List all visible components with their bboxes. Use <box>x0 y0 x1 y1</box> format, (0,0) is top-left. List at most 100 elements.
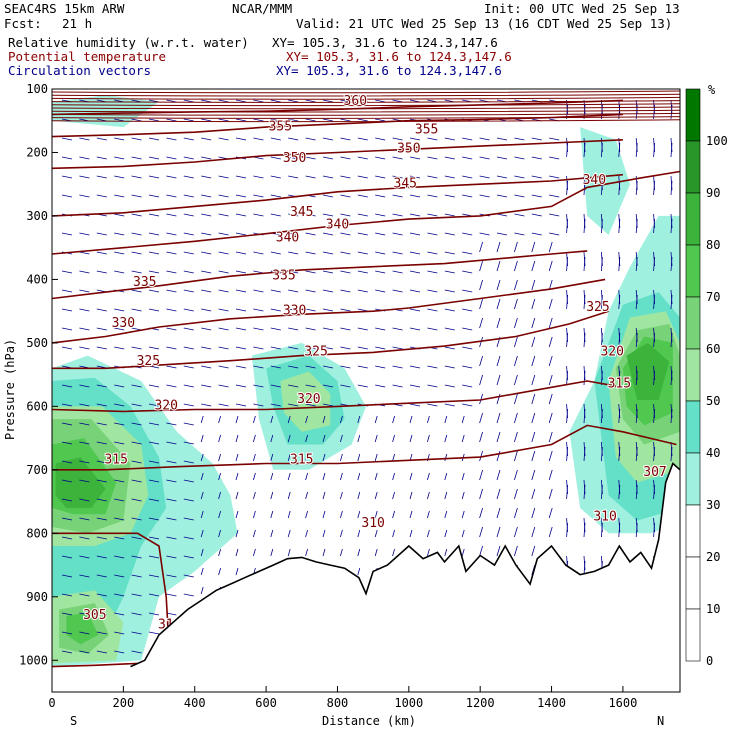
vector-arrow <box>305 434 308 443</box>
vector-arrow <box>253 175 264 179</box>
vector-arrow <box>375 346 386 350</box>
vector-arrow <box>131 631 142 635</box>
vector-arrow <box>322 308 334 312</box>
vector-arrow <box>96 441 107 445</box>
vector-arrow <box>409 365 421 369</box>
vector-arrow <box>322 434 326 443</box>
vector-arrow <box>201 232 212 236</box>
vector-arrow <box>479 336 483 348</box>
isentrope-350 <box>51 139 623 170</box>
vector-arrow <box>79 327 90 331</box>
vector-arrow <box>462 251 473 255</box>
vector-arrow <box>79 555 90 559</box>
vector-arrow <box>514 317 518 329</box>
isentrope-label: 325 <box>137 354 160 369</box>
vector-arrow <box>114 384 125 388</box>
vector-arrow <box>288 289 299 293</box>
vector-arrow <box>96 650 107 654</box>
vector-arrow <box>444 510 448 519</box>
vector-arrow <box>340 289 351 293</box>
vector-arrow <box>114 536 125 540</box>
colorbar-unit: % <box>708 83 716 97</box>
vector-arrow <box>566 370 568 386</box>
vector-arrow <box>61 460 73 464</box>
vector-arrow <box>96 194 107 198</box>
axes: 100 200 300 400 500 600 700 800 900 1000 0 200 400 60… <box>19 82 637 710</box>
field-xy-theta: XY= 105.3, 31.6 to 124.3,147.6 <box>286 49 512 64</box>
vector-arrow <box>392 510 395 519</box>
vector-arrow <box>131 213 142 217</box>
vector-arrow <box>653 294 655 310</box>
vector-arrow <box>566 218 568 234</box>
vector-arrow <box>166 194 177 198</box>
vector-arrow <box>670 256 673 272</box>
vector-arrow <box>114 327 125 331</box>
vector-arrow <box>409 251 421 255</box>
vector-arrow <box>322 529 326 538</box>
vector-arrow <box>548 355 553 367</box>
vector-arrow <box>375 194 386 198</box>
vector-arrow <box>61 270 73 274</box>
isentrope-upper <box>51 100 681 103</box>
vector-arrow <box>270 327 281 331</box>
vector-arrow <box>340 510 343 519</box>
vector-arrow <box>357 270 368 274</box>
x-tick-label: 800 <box>327 696 349 710</box>
vector-arrow <box>166 384 177 388</box>
vector-arrow <box>131 422 142 426</box>
vector-arrow <box>583 332 586 348</box>
vector-arrow <box>427 194 438 198</box>
vector-arrow <box>479 232 490 236</box>
vector-arrow <box>409 175 421 179</box>
vector-arrow <box>131 441 142 445</box>
vector-arrow <box>409 99 421 103</box>
vector-arrow <box>444 251 455 255</box>
y-tick-label: 400 <box>26 272 48 286</box>
vector-arrow <box>61 289 73 293</box>
x-tick-label: 400 <box>184 696 206 710</box>
vector-arrow <box>322 403 334 407</box>
vector-arrow <box>235 251 247 255</box>
vector-arrow <box>305 99 316 103</box>
vector-arrow <box>496 374 501 386</box>
vector-arrow <box>96 422 107 426</box>
vector-arrow <box>340 529 343 538</box>
vector-arrow <box>392 156 403 160</box>
isentrope-label: 310 <box>593 510 616 525</box>
vector-arrow <box>444 137 455 141</box>
vector-arrow <box>114 517 125 521</box>
vector-arrow <box>479 260 483 272</box>
vector-arrow <box>96 612 107 616</box>
vector-arrow <box>601 218 603 234</box>
colorbar-swatch <box>685 244 701 298</box>
vector-arrow <box>462 270 473 274</box>
vector-arrow <box>514 260 518 272</box>
vector-arrow <box>114 403 125 407</box>
vector-arrow <box>148 251 160 255</box>
y-tick-label: 500 <box>26 336 48 350</box>
vector-arrow <box>218 384 229 388</box>
vector-arrow <box>340 453 343 462</box>
vector-arrow <box>183 213 194 217</box>
vector-arrow <box>114 308 125 312</box>
vector-arrow <box>183 232 194 236</box>
vector-arrow <box>148 422 160 426</box>
vector-arrow <box>183 118 194 122</box>
vector-arrow <box>374 548 378 557</box>
vector-arrow <box>131 612 142 616</box>
vector-arrow <box>148 460 160 464</box>
vector-arrow <box>61 327 73 331</box>
vector-arrow <box>148 118 160 122</box>
vector-arrow <box>496 194 508 198</box>
vector-arrow <box>131 460 142 464</box>
vector-arrow <box>496 507 501 519</box>
vector-arrow <box>357 472 361 481</box>
vector-arrow <box>166 517 177 521</box>
vector-arrow <box>183 384 194 388</box>
isentrope-355 <box>51 113 623 138</box>
valid-time: Valid: 21 UTC Wed 25 Sep 13 (16 CDT Wed … <box>296 16 673 31</box>
vector-arrow <box>114 346 125 350</box>
vector-arrow <box>183 251 194 255</box>
vector-arrow <box>218 194 229 198</box>
terrain-line <box>130 462 681 668</box>
